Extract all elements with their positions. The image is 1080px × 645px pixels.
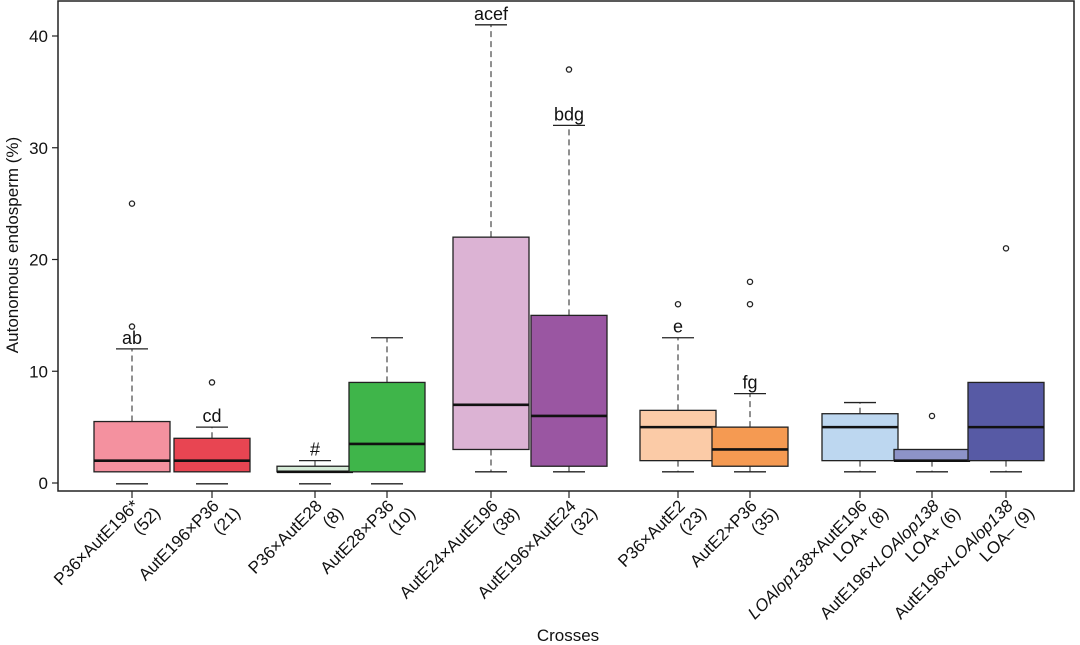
significance-label: # — [310, 440, 320, 460]
x-tick-label: P36×AutE196*(52) — [50, 496, 164, 589]
x-axis-label: Crosses — [537, 626, 599, 645]
box — [348, 381, 426, 473]
box-group: AutE28×P36(10) — [317, 337, 426, 578]
outlier-point — [208, 379, 216, 386]
y-tick-label: 30 — [29, 139, 48, 158]
outlier-point — [746, 278, 754, 286]
plot-frame — [57, 0, 1075, 492]
y-tick-label: 20 — [29, 251, 48, 270]
box-group: acef AutE24×AutE196(38) — [396, 4, 530, 602]
x-tick-label: P36×AutE28(8) — [245, 496, 347, 577]
box — [711, 426, 789, 467]
outlier-point — [928, 412, 936, 420]
category-label: P36×AutE2 — [614, 496, 689, 571]
significance-label: ab — [122, 328, 142, 348]
plot-area: 0 10 20 30 40 ab P36×AutE196*(52)cdAutE196×P36… — [29, 0, 1075, 623]
x-tick-label: AutE24×AutE196(38) — [396, 496, 523, 602]
box — [893, 448, 971, 462]
x-tick-label: AutE2×P36(35) — [686, 496, 782, 571]
significance-label: acef — [474, 4, 509, 24]
y-axis-label: Autonomous endosperm (%) — [3, 137, 22, 353]
category-label: P36×AutE196* — [50, 496, 143, 589]
box — [639, 409, 717, 462]
outlier-point — [674, 300, 682, 308]
y-tick-label: 0 — [39, 474, 48, 493]
box — [93, 420, 171, 473]
category-label: P36×AutE28 — [245, 496, 326, 577]
outlier-point — [128, 323, 136, 330]
box — [452, 236, 530, 451]
box — [530, 314, 608, 467]
significance-label: fg — [742, 373, 757, 393]
box — [821, 413, 899, 462]
box — [967, 381, 1045, 462]
significance-label: bdg — [554, 104, 584, 124]
y-tick-label: 10 — [29, 362, 48, 381]
significance-label: cd — [202, 406, 221, 426]
y-tick-label: 40 — [29, 27, 48, 46]
box-group: ab P36×AutE196*(52) — [50, 200, 171, 589]
outlier-point — [128, 200, 136, 207]
x-tick-label: P36×AutE2(23) — [614, 496, 710, 571]
outlier-point — [746, 300, 754, 308]
significance-label: e — [673, 317, 683, 337]
outlier-point — [565, 66, 573, 73]
outlier-point — [1002, 245, 1010, 252]
box — [173, 437, 251, 473]
